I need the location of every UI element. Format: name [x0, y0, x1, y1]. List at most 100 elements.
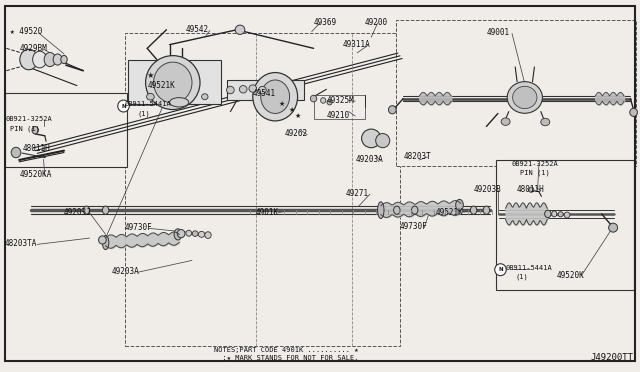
Bar: [314, 95, 365, 119]
Ellipse shape: [53, 54, 62, 65]
Text: 0B921-3252A: 0B921-3252A: [5, 116, 52, 122]
Ellipse shape: [154, 62, 192, 103]
Bar: [227, 80, 304, 100]
Text: 49203A: 49203A: [112, 267, 140, 276]
Ellipse shape: [236, 25, 245, 34]
Text: ★: ★: [294, 113, 301, 119]
Ellipse shape: [501, 118, 510, 125]
Bar: [128, 60, 221, 104]
Bar: [5, 93, 127, 167]
Ellipse shape: [33, 51, 47, 68]
Text: (1): (1): [515, 274, 528, 280]
Ellipse shape: [253, 73, 298, 121]
Text: (1): (1): [138, 110, 150, 117]
Ellipse shape: [102, 206, 109, 214]
Ellipse shape: [259, 86, 266, 94]
Ellipse shape: [412, 206, 418, 214]
Ellipse shape: [310, 95, 317, 102]
Text: 4901K: 4901K: [256, 208, 279, 217]
Text: 49521K: 49521K: [147, 81, 175, 90]
Ellipse shape: [376, 134, 390, 148]
Text: 49730F: 49730F: [125, 223, 152, 232]
Text: 49271: 49271: [346, 189, 369, 198]
Ellipse shape: [394, 206, 400, 214]
Text: 49311A: 49311A: [342, 40, 370, 49]
Ellipse shape: [198, 231, 205, 237]
Ellipse shape: [192, 231, 198, 237]
Ellipse shape: [513, 86, 537, 109]
Text: 4929BM: 4929BM: [19, 44, 47, 53]
Ellipse shape: [327, 100, 332, 105]
Ellipse shape: [609, 223, 618, 232]
Bar: [125, 33, 400, 346]
Ellipse shape: [507, 81, 543, 113]
Text: N: N: [121, 103, 126, 109]
Text: ★ 49520: ★ 49520: [10, 27, 42, 36]
Text: 49521K: 49521K: [435, 208, 463, 217]
Text: ★: ★: [147, 71, 154, 80]
Ellipse shape: [261, 80, 289, 113]
Bar: [496, 160, 634, 290]
Text: 49203A: 49203A: [355, 155, 383, 164]
Text: 49203J: 49203J: [64, 208, 92, 217]
Text: N: N: [498, 267, 503, 272]
Text: 49730F: 49730F: [400, 222, 428, 231]
Text: 49541: 49541: [253, 89, 276, 97]
Text: 49203B: 49203B: [474, 185, 501, 194]
Ellipse shape: [146, 55, 200, 109]
Ellipse shape: [118, 100, 129, 112]
Ellipse shape: [630, 108, 637, 116]
Text: 49542: 49542: [186, 25, 209, 34]
Text: 0B911-5441A: 0B911-5441A: [125, 101, 172, 107]
Text: 49200: 49200: [365, 18, 388, 27]
Text: 48011H: 48011H: [517, 185, 545, 194]
Ellipse shape: [147, 93, 154, 100]
Text: 49210: 49210: [326, 111, 349, 120]
Text: NOTES;PART CODE 4901K .......... ★: NOTES;PART CODE 4901K .......... ★: [214, 347, 359, 353]
Ellipse shape: [205, 232, 211, 238]
Text: PIN (1): PIN (1): [10, 125, 39, 132]
Bar: [396, 20, 636, 166]
Text: 0B911-5441A: 0B911-5441A: [506, 265, 552, 271]
Text: ★: ★: [288, 107, 294, 113]
Text: 48203TA: 48203TA: [5, 239, 38, 248]
Ellipse shape: [470, 206, 477, 214]
Text: ★: ★: [278, 101, 285, 107]
Ellipse shape: [186, 230, 192, 236]
Text: 49262: 49262: [285, 129, 308, 138]
Ellipse shape: [177, 230, 185, 238]
Ellipse shape: [32, 126, 38, 134]
Text: 48011H: 48011H: [22, 144, 50, 153]
Ellipse shape: [102, 235, 109, 250]
Text: ;★ MARK STANDS FOR NOT FOR SALE.: ;★ MARK STANDS FOR NOT FOR SALE.: [214, 355, 359, 361]
Ellipse shape: [321, 97, 326, 103]
FancyArrowPatch shape: [22, 153, 45, 158]
Ellipse shape: [99, 236, 106, 244]
Ellipse shape: [529, 187, 534, 192]
Text: 49520K: 49520K: [557, 271, 584, 280]
Ellipse shape: [202, 94, 208, 100]
Ellipse shape: [44, 52, 56, 67]
Text: 48203T: 48203T: [403, 152, 431, 161]
Ellipse shape: [552, 211, 557, 217]
Ellipse shape: [388, 106, 396, 114]
Ellipse shape: [456, 199, 463, 211]
Text: 49520KA: 49520KA: [19, 170, 52, 179]
Ellipse shape: [227, 86, 234, 94]
Ellipse shape: [61, 55, 67, 64]
Ellipse shape: [239, 86, 247, 93]
Ellipse shape: [249, 85, 257, 92]
Ellipse shape: [558, 212, 563, 217]
Ellipse shape: [378, 202, 384, 219]
Ellipse shape: [495, 264, 506, 276]
Ellipse shape: [170, 98, 189, 107]
Ellipse shape: [20, 49, 38, 70]
Ellipse shape: [362, 129, 381, 148]
Ellipse shape: [83, 206, 90, 214]
Ellipse shape: [541, 118, 550, 126]
Text: 49369: 49369: [314, 18, 337, 27]
Text: 49325M: 49325M: [326, 96, 354, 105]
Text: 0B921-3252A: 0B921-3252A: [512, 161, 559, 167]
Ellipse shape: [564, 212, 570, 218]
Ellipse shape: [174, 229, 182, 240]
